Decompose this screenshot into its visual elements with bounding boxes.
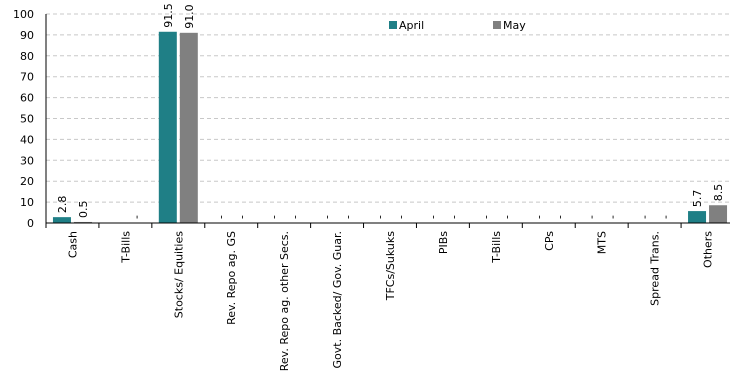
data-label: - bbox=[553, 215, 566, 219]
data-label: 91.5 bbox=[162, 3, 175, 28]
data-label: - bbox=[342, 215, 355, 219]
y-tick-label: 90 bbox=[20, 29, 34, 42]
data-label: - bbox=[659, 215, 672, 219]
data-label: 5.7 bbox=[691, 190, 704, 208]
y-axis: 0 10 20 30 40 50 60 70 80 90 100 bbox=[13, 8, 47, 230]
category-label: Cash bbox=[66, 231, 79, 258]
y-tick-label: 100 bbox=[13, 8, 34, 21]
data-label: 0.5 bbox=[77, 200, 90, 218]
data-label: - bbox=[479, 215, 492, 219]
y-tick-label: 20 bbox=[20, 175, 34, 188]
bar-april bbox=[688, 211, 707, 223]
data-label: - bbox=[585, 215, 598, 219]
category-label: Rev. Repo ag. other Secs. bbox=[278, 231, 291, 371]
data-label: - bbox=[215, 215, 228, 219]
legend: April May bbox=[389, 19, 526, 32]
y-tick-label: 40 bbox=[20, 133, 34, 146]
category-label: TFCs/Sukuks bbox=[384, 231, 397, 301]
data-label: - bbox=[268, 215, 281, 219]
y-tick-label: 30 bbox=[20, 154, 34, 167]
bar-april bbox=[158, 31, 177, 223]
data-label: - bbox=[638, 215, 651, 219]
category-label: Rev. Repo ag. GS bbox=[225, 231, 238, 325]
category-label: Govt. Backed/ Gov. Guar. bbox=[331, 231, 344, 368]
data-label: - bbox=[606, 215, 619, 219]
category-label: Stocks/ Equities bbox=[172, 231, 185, 318]
bar-april bbox=[52, 217, 71, 223]
legend-label-april: April bbox=[399, 19, 424, 32]
y-tick-label: 60 bbox=[20, 92, 34, 105]
data-label: - bbox=[447, 215, 460, 219]
data-label: - bbox=[130, 215, 143, 219]
y-tick-label: 0 bbox=[27, 217, 34, 230]
legend-label-may: May bbox=[503, 19, 526, 32]
y-tick-label: 80 bbox=[20, 50, 34, 63]
bar-may bbox=[179, 32, 198, 224]
data-label: 2.8 bbox=[56, 196, 69, 214]
legend-swatch-april bbox=[389, 21, 397, 29]
data-label: - bbox=[426, 215, 439, 219]
data-label: 8.5 bbox=[712, 184, 725, 202]
category-label: T-Bills bbox=[490, 231, 503, 264]
category-label: Others bbox=[702, 231, 715, 268]
category-label: MTS bbox=[596, 231, 609, 254]
legend-swatch-may bbox=[493, 21, 501, 29]
bar-may bbox=[709, 205, 728, 223]
x-axis: Cash T-Bills Stocks/ Equities Rev. Repo ag.… bbox=[45, 222, 730, 371]
category-label: PIBs bbox=[437, 231, 450, 254]
y-tick-label: 70 bbox=[20, 71, 34, 84]
data-label: 91.0 bbox=[183, 4, 196, 29]
category-label: T-Bills bbox=[119, 231, 132, 264]
data-label: - bbox=[236, 215, 249, 219]
data-label: - bbox=[500, 215, 513, 219]
data-label: - bbox=[374, 215, 387, 219]
data-label: - bbox=[532, 215, 545, 219]
category-label: Spread Trans. bbox=[649, 231, 662, 306]
bars: 2.8 0.5 - 91.5 91.0 - - - - - - - - - - - - - - - - - - 5.7 8.5 bbox=[52, 3, 728, 224]
y-tick-label: 50 bbox=[20, 113, 34, 126]
category-label: CPs bbox=[543, 231, 556, 251]
bar-may bbox=[73, 221, 92, 223]
y-tick-label: 10 bbox=[20, 196, 34, 209]
data-label: - bbox=[289, 215, 302, 219]
data-label: - bbox=[321, 215, 334, 219]
gridlines bbox=[46, 13, 730, 203]
data-label: - bbox=[395, 215, 408, 219]
